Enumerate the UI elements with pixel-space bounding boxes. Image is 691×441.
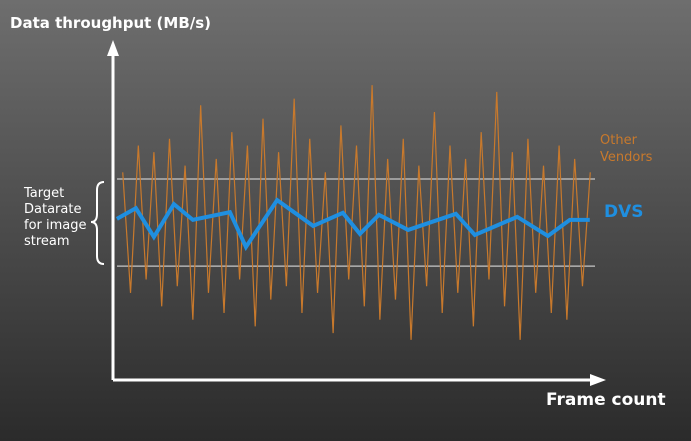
y-arrow [107,40,119,56]
chart-title: Data throughput (MB/s) [10,14,212,32]
series-label: Other Vendors [600,133,653,165]
series-label: DVS [604,202,644,222]
series-line [115,197,590,252]
x-arrow [590,374,606,386]
series-line [122,85,591,340]
brace [90,181,105,265]
annotation: Target Datarate for image stream [24,186,87,249]
x-axis-label: Frame count [546,390,666,410]
